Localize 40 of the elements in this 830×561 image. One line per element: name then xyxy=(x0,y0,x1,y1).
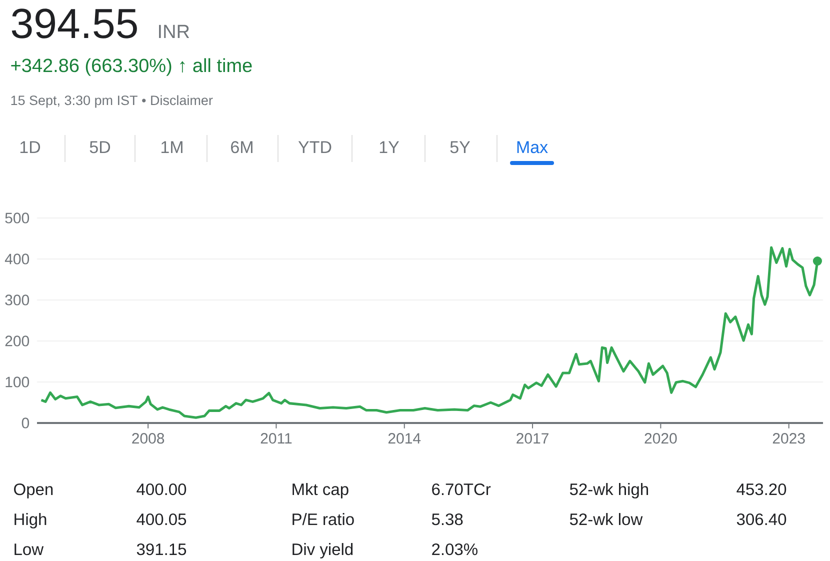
text: INR xyxy=(159,24,190,38)
text: 306.40 xyxy=(736,513,786,526)
text: 5D xyxy=(90,141,110,154)
x-tick-label: 2020 xyxy=(644,433,677,444)
text: 1M xyxy=(161,141,182,153)
y-tick-label: 300 xyxy=(5,294,30,306)
text: Low xyxy=(14,544,44,556)
text: 5.38 xyxy=(432,513,463,526)
y-tick-label: 500 xyxy=(5,212,30,224)
text: YTD xyxy=(298,141,332,153)
text: 400.00 xyxy=(136,483,186,496)
text: 400.05 xyxy=(136,513,186,526)
y-tick-label: 400 xyxy=(4,254,30,264)
x-tick-label: 2017 xyxy=(516,433,548,444)
text: 52-wk high xyxy=(570,483,648,498)
x-tick-label: 2011 xyxy=(260,433,292,444)
chart-subtitle: +342.86 (663.30%) ↑ all time xyxy=(11,58,252,76)
text: Max xyxy=(517,141,548,154)
text: 391.15 xyxy=(136,543,186,556)
y-tick-label: 0 xyxy=(22,418,30,428)
x-tick-label: 2023 xyxy=(772,433,805,444)
chart-title: 394.55 xyxy=(12,8,137,38)
text: P/E ratio xyxy=(292,513,354,526)
text: 453.20 xyxy=(736,483,786,496)
text: Div yield xyxy=(292,543,353,558)
text: 1Y xyxy=(380,141,400,153)
text: 15 Sept, 3:30 pm IST • Disclaimer xyxy=(11,95,213,108)
text: 6M xyxy=(231,141,252,154)
text: High xyxy=(14,513,46,528)
text: 2.03% xyxy=(432,543,478,556)
text: 52-wk low xyxy=(570,513,643,526)
text: Open xyxy=(14,483,53,498)
text: 5Y xyxy=(450,141,470,154)
text: 1D xyxy=(20,141,40,153)
text: 6.70TCr xyxy=(432,483,491,496)
y-tick-label: 200 xyxy=(5,336,30,346)
x-tick-label: 2008 xyxy=(132,433,164,444)
y-tick-label: 100 xyxy=(6,376,30,388)
x-tick-label: 2014 xyxy=(388,433,421,444)
text: Mkt cap xyxy=(292,483,348,498)
